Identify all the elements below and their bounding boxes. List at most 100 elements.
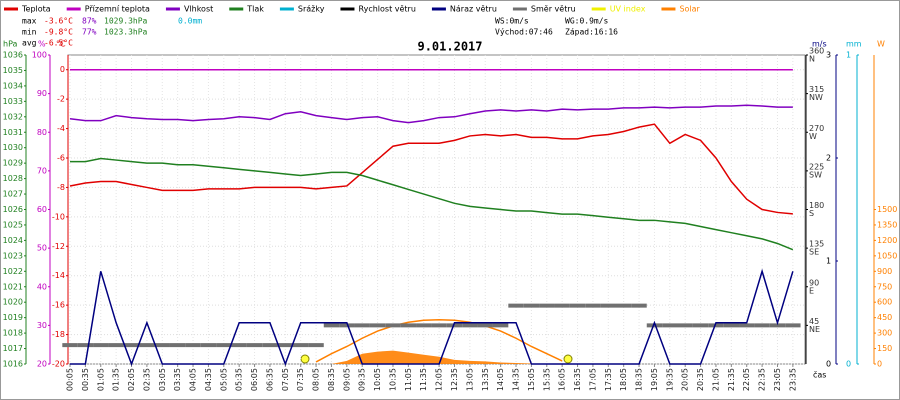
y-tick-label: 225 bbox=[809, 162, 824, 171]
y-tick-label: 0 bbox=[846, 360, 851, 369]
chart-title: 9.01.2017 bbox=[417, 40, 482, 54]
x-tick-label: 15:05 bbox=[527, 368, 536, 391]
x-tick-label: 17:35 bbox=[604, 368, 613, 391]
y-tick-label: 135 bbox=[809, 240, 824, 249]
x-tick-label: 10:05 bbox=[373, 368, 382, 391]
y-tick-label: -8 bbox=[57, 183, 65, 192]
y-tick-label: NE bbox=[809, 325, 820, 334]
x-tick-label: 01:05 bbox=[96, 368, 105, 391]
x-axis-label: čas bbox=[813, 370, 826, 380]
series-line bbox=[69, 123, 793, 215]
stat-value: 0.0mm bbox=[178, 17, 202, 26]
y-tick-label: 1026 bbox=[3, 205, 23, 214]
stat-label: avg bbox=[22, 39, 37, 48]
x-tick-label: 12:05 bbox=[435, 368, 444, 391]
y-tick-label: 45 bbox=[809, 317, 819, 326]
y-tick-label: 180 bbox=[809, 201, 824, 210]
wind-gust: WG:0.9m/s bbox=[565, 17, 609, 26]
y-tick-label: 2 bbox=[826, 154, 831, 163]
grid bbox=[68, 55, 805, 365]
x-tick-label: 11:05 bbox=[404, 368, 413, 391]
y-tick-label: 40 bbox=[37, 282, 47, 291]
legend-label: UV index bbox=[610, 5, 646, 14]
legend-label: Vlhkost bbox=[184, 5, 213, 14]
y-tick-label: 30 bbox=[37, 321, 47, 330]
x-tick-label: 21:05 bbox=[711, 368, 720, 391]
y-tick-label: 1350 bbox=[877, 220, 897, 229]
wind-speed: WS:0m/s bbox=[495, 17, 529, 26]
y-tick-label: 1035 bbox=[3, 66, 23, 75]
y-tick-label: 1030 bbox=[3, 143, 23, 152]
x-tick-label: 13:35 bbox=[481, 368, 490, 391]
y-tick-label: SW bbox=[809, 170, 822, 179]
y-tick-label: N bbox=[809, 55, 815, 64]
y-tick-label: SE bbox=[809, 248, 819, 257]
y-tick-label: 1023 bbox=[3, 251, 23, 260]
legend-label: Náraz větru bbox=[450, 5, 497, 14]
y-tick-label: 270 bbox=[809, 124, 824, 133]
stat-label: min bbox=[22, 28, 37, 37]
y-tick-label: 900 bbox=[877, 267, 892, 276]
x-tick-label: 02:35 bbox=[142, 368, 151, 391]
x-tick-label: 21:35 bbox=[727, 368, 736, 391]
y-tick-label: S bbox=[809, 209, 814, 218]
y-tick-label: 1029 bbox=[3, 159, 23, 168]
y-tick-label: 450 bbox=[877, 313, 892, 322]
y-tick-label: 1 bbox=[826, 257, 831, 266]
series-line bbox=[69, 104, 793, 124]
axis-unit: m/s bbox=[812, 40, 827, 49]
x-tick-label: 10:35 bbox=[388, 368, 397, 391]
y-tick-label: 1033 bbox=[3, 97, 23, 106]
y-tick-label: E bbox=[809, 286, 814, 295]
x-tick-label: 19:05 bbox=[650, 368, 659, 391]
x-tick-label: 09:35 bbox=[358, 368, 367, 391]
axis-unit: hPa bbox=[3, 40, 18, 49]
y-tick-label: 1021 bbox=[3, 282, 23, 291]
x-tick-label: 13:05 bbox=[465, 368, 474, 391]
sunrise: Východ:07:46 bbox=[495, 28, 553, 37]
x-tick-label: 16:05 bbox=[558, 368, 567, 391]
x-tick-label: 07:35 bbox=[296, 368, 305, 391]
x-tick-label: 14:35 bbox=[512, 368, 521, 391]
series-line bbox=[70, 268, 794, 367]
y-tick-label: 1018 bbox=[3, 329, 23, 338]
x-tick-label: 18:05 bbox=[619, 368, 628, 391]
y-tick-label: 1025 bbox=[3, 220, 23, 229]
stat-value: 77% bbox=[82, 28, 97, 37]
y-tick-label: -16 bbox=[52, 301, 65, 310]
stat-value: 1023.3hPa bbox=[104, 28, 148, 37]
x-tick-label: 05:05 bbox=[219, 368, 228, 391]
y-tick-label: 1017 bbox=[3, 344, 23, 353]
y-tick-label: 150 bbox=[877, 344, 892, 353]
y-tick-label: 0 bbox=[877, 360, 882, 369]
sunrise-marker bbox=[300, 354, 310, 364]
x-tick-label: 12:35 bbox=[450, 368, 459, 391]
y-tick-label: 600 bbox=[877, 298, 892, 307]
y-tick-label: -14 bbox=[52, 271, 65, 280]
legend-label: Směr větru bbox=[531, 5, 576, 14]
x-tick-label: 03:35 bbox=[173, 368, 182, 391]
stat-label: max bbox=[22, 17, 37, 26]
y-tick-label: 20 bbox=[37, 360, 47, 369]
y-tick-label: 1200 bbox=[877, 236, 897, 245]
x-tick-label: 00:05 bbox=[66, 368, 75, 391]
x-tick-label: 01:35 bbox=[112, 368, 121, 391]
x-tick-label: 17:05 bbox=[588, 368, 597, 391]
legend-label: Tlak bbox=[246, 5, 264, 14]
axis-unit: % bbox=[38, 40, 46, 49]
series-area bbox=[70, 350, 793, 364]
y-tick-label: 80 bbox=[37, 128, 47, 137]
y-tick-label: 360 bbox=[809, 47, 824, 56]
x-tick-label: 15:35 bbox=[542, 368, 551, 391]
y-tick-label: 100 bbox=[32, 51, 47, 60]
y-tick-label: 50 bbox=[37, 244, 47, 253]
x-tick-label: 16:35 bbox=[573, 368, 582, 391]
x-tick-label: 03:05 bbox=[158, 368, 167, 391]
y-tick-label: 1027 bbox=[3, 190, 23, 199]
sunset: Západ:16:16 bbox=[565, 28, 618, 37]
x-tick-label: 07:05 bbox=[281, 368, 290, 391]
axis-unit: W bbox=[877, 40, 885, 49]
x-tick-label: 18:35 bbox=[635, 368, 644, 391]
x-tick-label: 02:05 bbox=[127, 368, 136, 391]
